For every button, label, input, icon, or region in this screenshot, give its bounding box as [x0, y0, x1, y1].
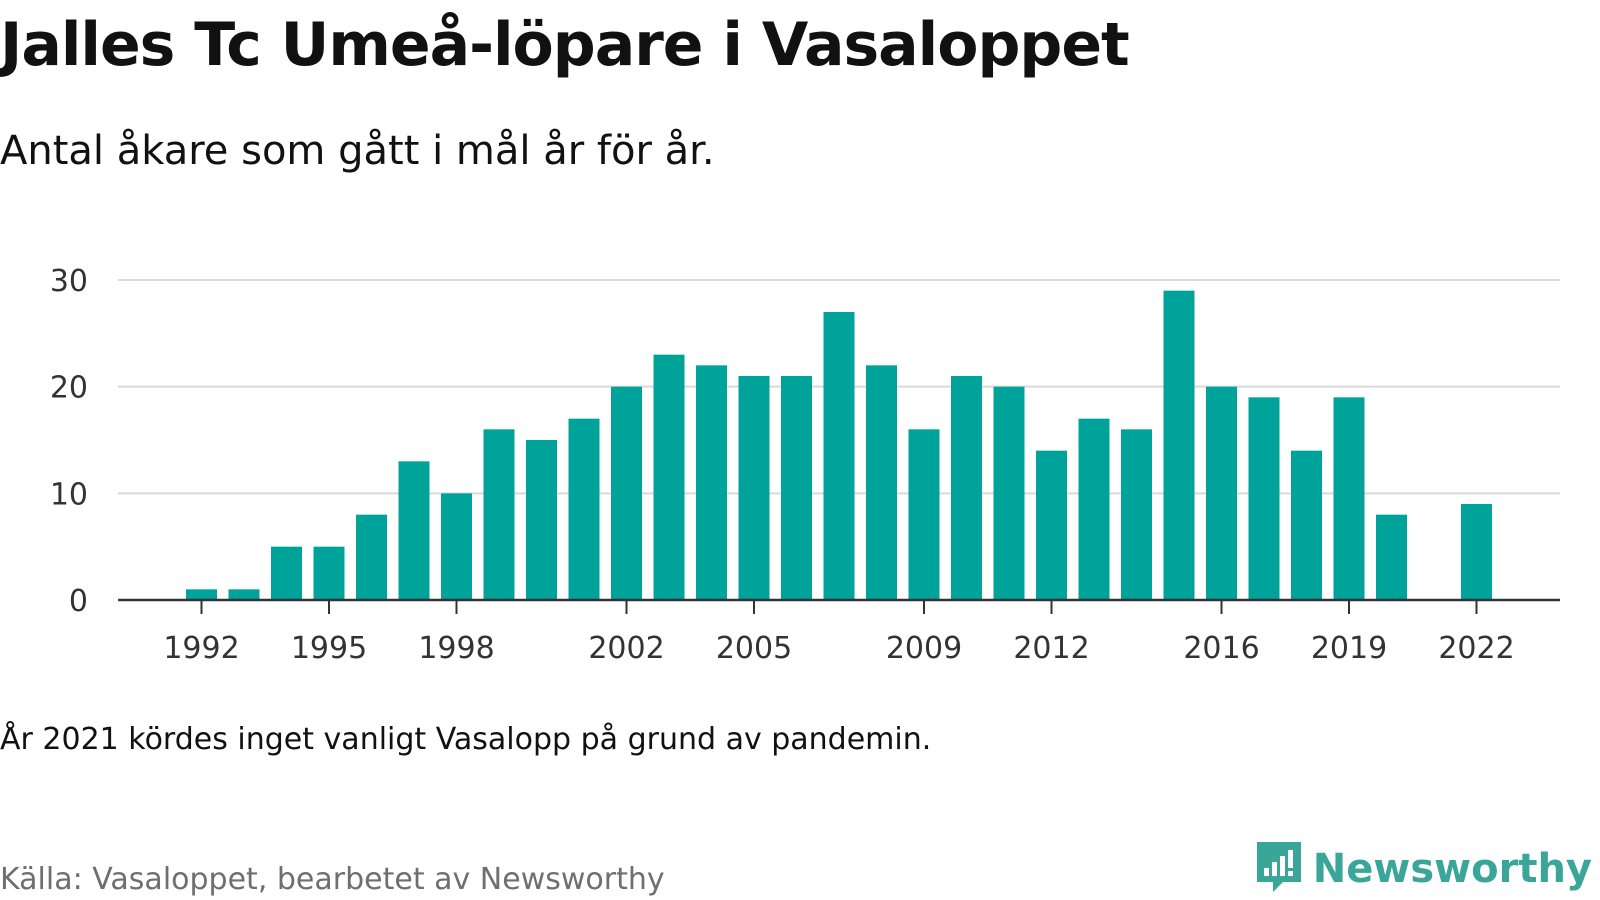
brand-logo: Newsworthy	[1253, 840, 1592, 898]
bar	[568, 418, 600, 600]
bar	[271, 546, 302, 600]
chart-subtitle: Antal åkare som gått i mål år för år.	[0, 128, 715, 174]
bar	[1206, 386, 1237, 600]
x-tick-label: 2019	[1311, 631, 1387, 666]
x-tick-label: 1992	[163, 631, 239, 666]
bar	[1461, 504, 1492, 600]
bar	[441, 493, 472, 600]
bar	[228, 589, 260, 600]
chart-note: År 2021 kördes inget vanligt Vasalopp på…	[0, 722, 932, 757]
x-tick-label: 2016	[1183, 631, 1259, 666]
bar	[313, 546, 345, 600]
bar	[526, 440, 557, 600]
x-tick-label: 1995	[291, 631, 367, 666]
x-tick-label: 1998	[418, 631, 494, 666]
y-tick-label: 0	[69, 584, 88, 619]
bar	[653, 354, 685, 600]
bar	[1333, 397, 1365, 600]
bar	[483, 429, 515, 600]
x-tick-label: 2009	[886, 631, 962, 666]
bar	[398, 461, 430, 600]
bar	[1036, 450, 1067, 600]
x-tick-label: 2002	[588, 631, 664, 666]
bar	[781, 376, 812, 600]
y-tick-label: 10	[50, 477, 88, 512]
x-tick-label: 2022	[1438, 631, 1514, 666]
bar	[1291, 450, 1322, 600]
brand-name: Newsworthy	[1312, 846, 1592, 892]
bar	[738, 376, 770, 600]
y-tick-label: 30	[50, 264, 88, 299]
x-tick-label: 2012	[1013, 631, 1089, 666]
chart-title: Jalles Tc Umeå-löpare i Vasaloppet	[0, 10, 1130, 80]
bar	[1163, 290, 1195, 600]
bar	[611, 386, 642, 600]
bar	[993, 386, 1025, 600]
bar	[356, 514, 387, 600]
y-tick-label: 20	[50, 371, 88, 406]
bar	[1121, 429, 1152, 600]
bar	[1248, 397, 1280, 600]
x-tick-label: 2005	[716, 631, 792, 666]
bar	[696, 365, 727, 600]
bar	[951, 376, 982, 600]
bar	[866, 365, 897, 600]
bar	[1078, 418, 1110, 600]
bar	[908, 429, 940, 600]
source-text: Källa: Vasaloppet, bearbetet av Newswort…	[0, 862, 665, 897]
bar	[823, 312, 855, 600]
newsworthy-logo-icon	[1253, 840, 1305, 898]
bar	[1376, 514, 1407, 600]
bar	[186, 589, 217, 600]
